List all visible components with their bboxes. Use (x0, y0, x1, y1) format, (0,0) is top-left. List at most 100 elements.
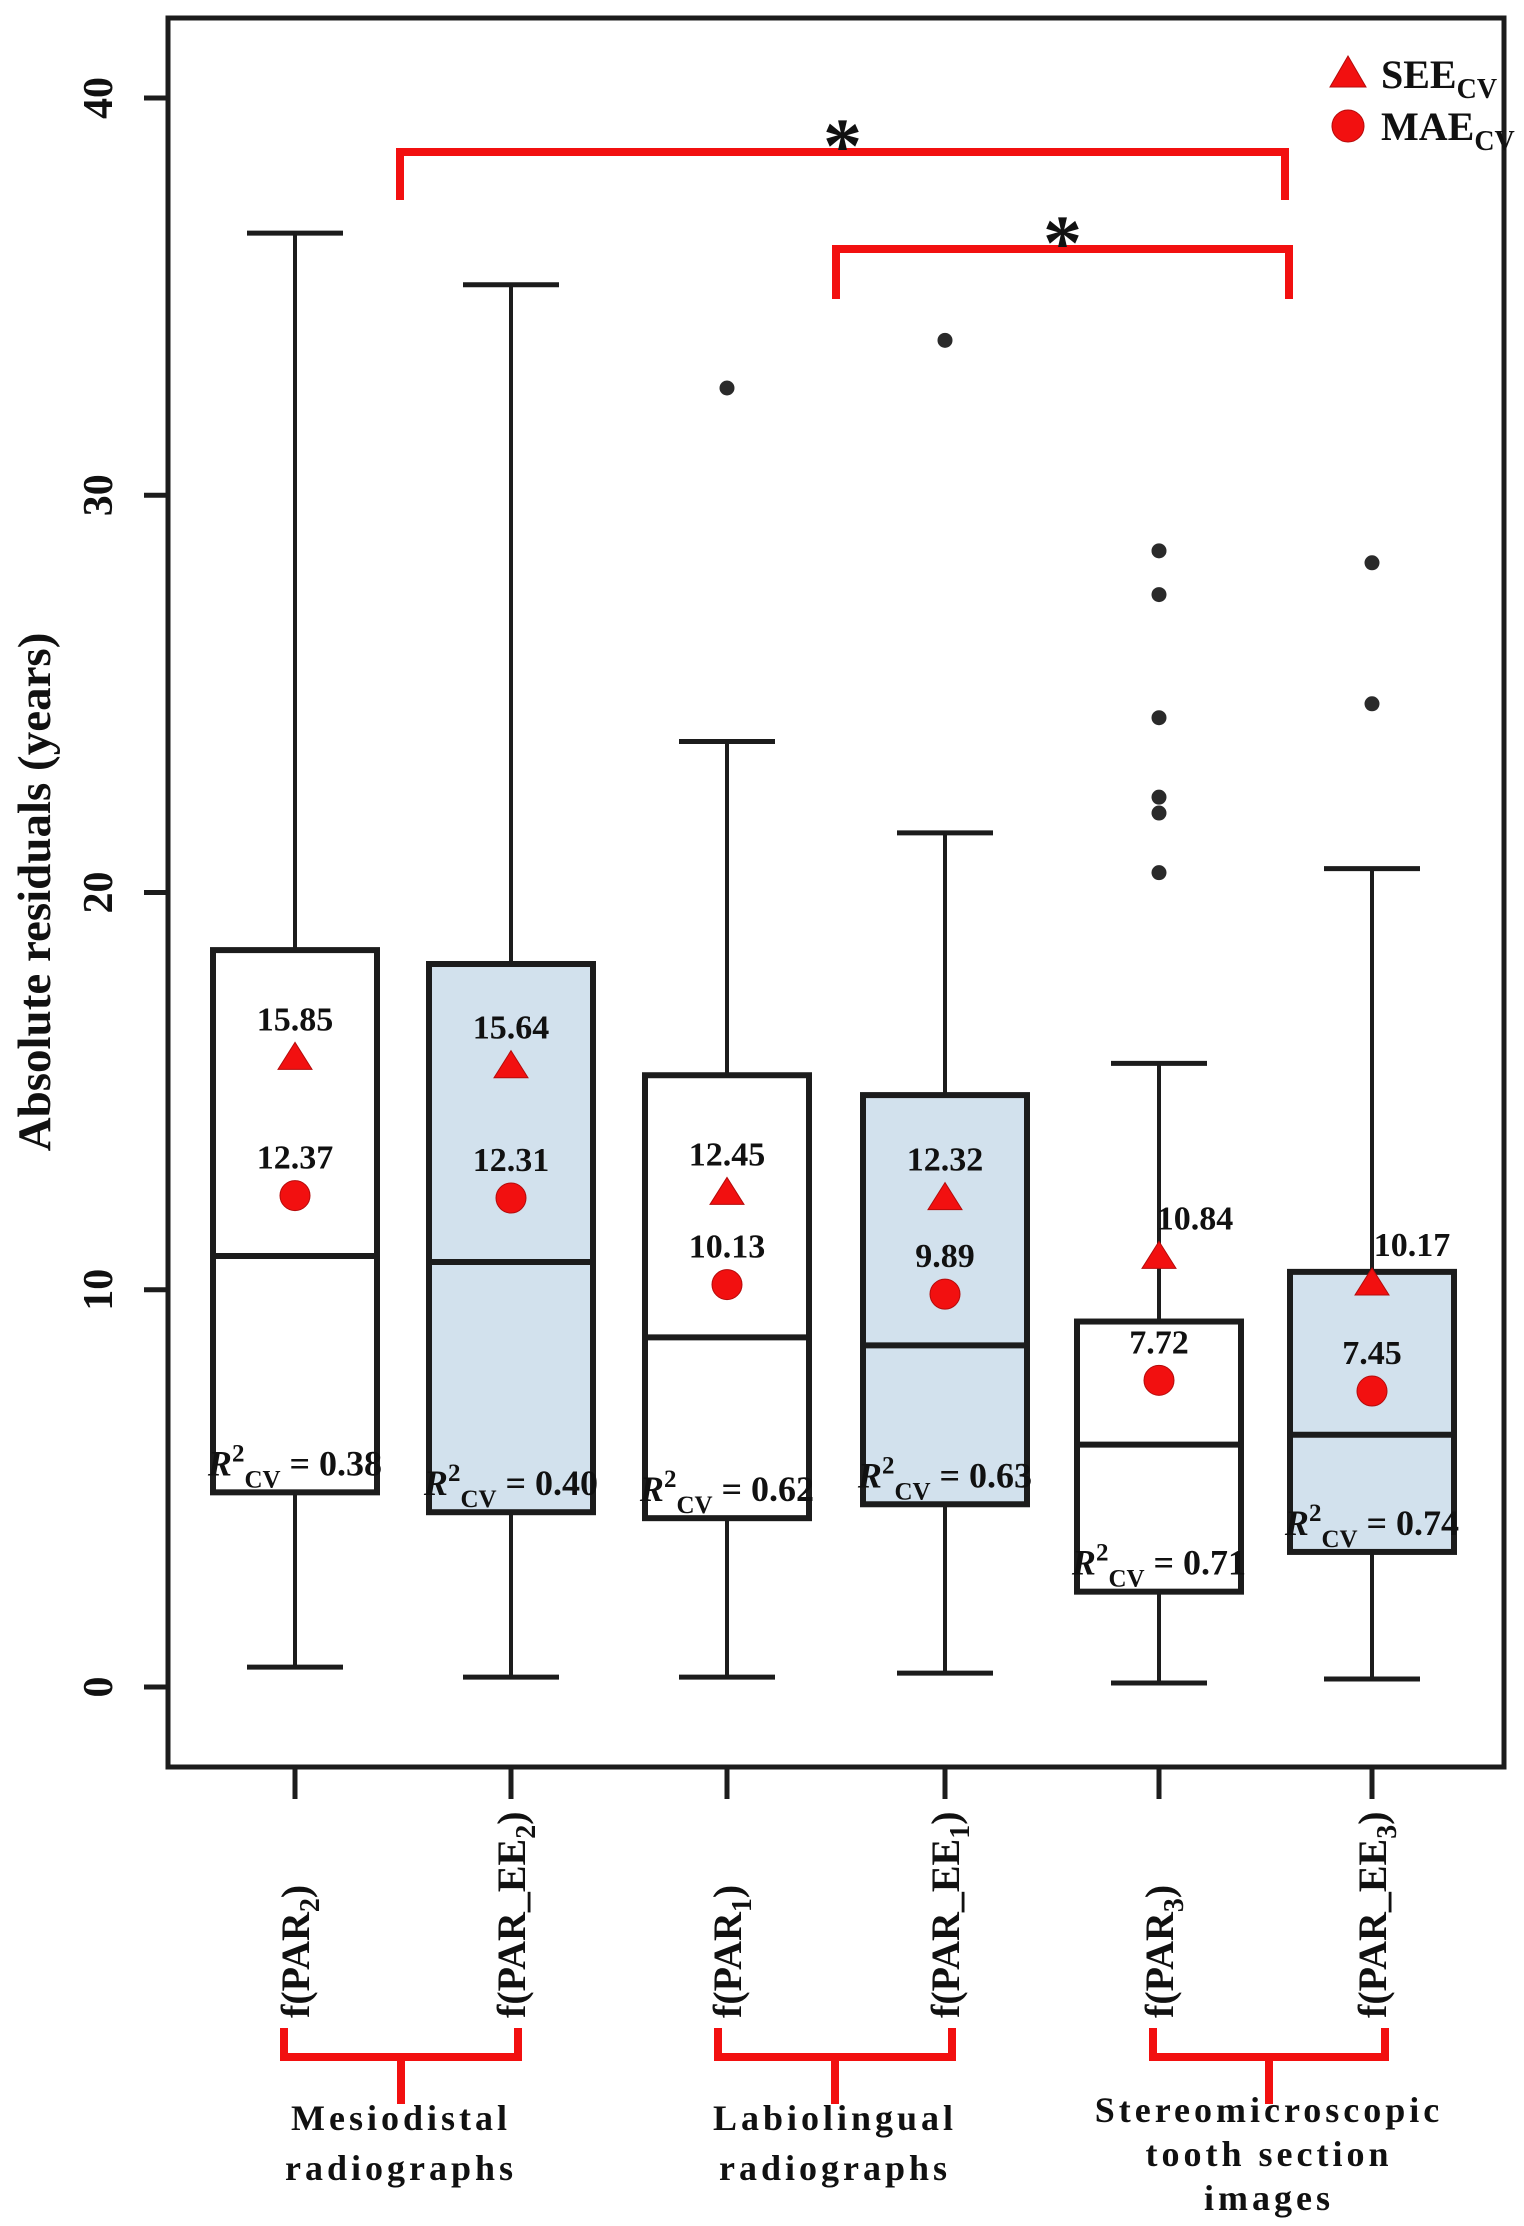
x-axis: f(PAR2) f(PAR_EE2)f(PAR1) f(PAR_EE1)f(PAR3… (273, 1767, 1403, 2018)
r2-cv-label: R2CV = 0.38 (207, 1440, 382, 1493)
r2-base: R (207, 1443, 232, 1483)
r2-sub: CV (676, 1492, 712, 1519)
see-value-label: 12.45 (689, 1136, 766, 1173)
outlier-dot (1151, 587, 1167, 603)
r2-cv-label: R2CV = 0.71 (1071, 1540, 1246, 1593)
category-text: ) (273, 1885, 318, 1898)
see-value-label: 15.85 (257, 1001, 334, 1038)
r2-cv-label: R2CV = 0.63 (857, 1452, 1032, 1505)
group-label-line: radiographs (719, 2148, 951, 2188)
r2-sup: 2 (1096, 1540, 1109, 1567)
outlier-dot (937, 332, 953, 348)
see-marker-triangle (927, 1181, 963, 1211)
outlier-dot (1364, 696, 1380, 712)
y-tick-label: 40 (76, 77, 122, 119)
mae-value-label: 12.31 (473, 1142, 550, 1179)
x-tick-label: f(PAR1) (705, 1885, 758, 2018)
r2-sup: 2 (882, 1452, 895, 1479)
y-tick-label: 0 (76, 1677, 122, 1698)
category-text: ) (923, 1811, 968, 1824)
x-tick-label: f(PAR_EE3) (1350, 1811, 1403, 2018)
mae-circle-icon (1331, 109, 1365, 143)
category-text: f(PAR_EE (923, 1839, 968, 2018)
group-label-line: Stereomicroscopic (1095, 2090, 1444, 2130)
boxplot-box-group: 10.17 7.45 R2CV = 0.74 (1284, 555, 1459, 1682)
r2-base: R (857, 1455, 882, 1495)
x-tick-label: f(PAR_EE1) (923, 1811, 976, 2018)
r2-sub: CV (894, 1478, 930, 1505)
r2-sup: 2 (664, 1466, 677, 1493)
iqr-box (1287, 1268, 1457, 1555)
y-tick-label: 30 (76, 474, 122, 516)
boxplot-box-group: 12.45 10.13 R2CV = 0.62 (639, 380, 814, 1680)
see-value-label: 15.64 (473, 1010, 550, 1047)
group-bracket (280, 2028, 522, 2061)
category-text: ) (1137, 1885, 1182, 1898)
r2-value: = 0.40 (497, 1463, 599, 1503)
r2-base: R (639, 1469, 664, 1509)
significance-asterisk: * (1043, 199, 1082, 286)
category-text: f(PAR (1137, 1911, 1182, 2018)
group-label-line: Mesiodistal (291, 2098, 511, 2138)
r2-value: = 0.62 (713, 1469, 815, 1509)
mae-marker-circle (929, 1278, 961, 1310)
r2-sub: CV (244, 1466, 280, 1493)
outlier-dot (1151, 865, 1167, 881)
y-axis: 0 10 20 30 40 (76, 77, 168, 1698)
r2-sup: 2 (232, 1440, 245, 1467)
mae-marker-circle (1143, 1364, 1175, 1396)
category-text: f(PAR (705, 1911, 750, 2018)
y-axis-title: Absolute residuals (years) (9, 633, 61, 1152)
see-value-label: 10.84 (1157, 1200, 1234, 1237)
x-tick-label: f(PAR_EE2) (489, 1811, 542, 2018)
legend: SEECV MAECV (1329, 52, 1515, 157)
r2-cv-label: R2CV = 0.40 (423, 1460, 598, 1513)
see-marker-triangle (709, 1176, 745, 1205)
group-label-line: images (1204, 2178, 1334, 2218)
r2-value: = 0.74 (1358, 1503, 1460, 1543)
category-subscript: 1 (945, 1825, 976, 1839)
mae-value-label: 7.45 (1342, 1335, 1402, 1372)
category-text: f(PAR_EE (1350, 1839, 1395, 2018)
r2-sup: 2 (1309, 1500, 1322, 1527)
mae-value-label: 7.72 (1129, 1324, 1189, 1361)
outlier-dot (1151, 543, 1167, 559)
iqr-box (210, 947, 380, 1496)
category-text: ) (489, 1811, 534, 1824)
boxplot-box-group: 15.85 12.37 R2CV = 0.38 (207, 230, 382, 1670)
boxplot-box-group: 15.64 12.31 R2CV = 0.40 (423, 282, 598, 1680)
r2-cv-label: R2CV = 0.74 (1284, 1500, 1459, 1553)
boxplot-box-group: 10.84 7.72 R2CV = 0.71 (1071, 543, 1246, 1686)
category-subscript: 3 (1372, 1825, 1403, 1839)
outlier-dot (1151, 805, 1167, 821)
y-tick-label: 10 (76, 1269, 122, 1311)
see-value-label: 12.32 (907, 1142, 984, 1179)
r2-base: R (1284, 1503, 1309, 1543)
group-label-line: tooth section (1146, 2134, 1393, 2174)
mae-marker-circle (711, 1269, 743, 1301)
legend-see-label: SEECV (1381, 52, 1497, 105)
outlier-dot (1151, 710, 1167, 726)
significance-asterisk: * (823, 102, 862, 189)
see-marker-triangle (1354, 1267, 1390, 1296)
r2-cv-label: R2CV = 0.62 (639, 1466, 814, 1519)
significance-bracket (396, 148, 1289, 200)
category-subscript: 2 (511, 1825, 542, 1839)
r2-sub: CV (1321, 1526, 1357, 1553)
significance-brackets: ** (396, 102, 1293, 299)
r2-sup: 2 (448, 1460, 461, 1487)
outlier-dot (1364, 555, 1380, 571)
category-subscript: 2 (295, 1898, 326, 1912)
r2-base: R (1071, 1543, 1096, 1583)
category-groups: Mesiodistal radiographs Labiolingual radiog… (280, 2028, 1444, 2218)
mae-marker-circle (495, 1182, 527, 1214)
r2-value: = 0.38 (281, 1443, 383, 1483)
outlier-dot (1151, 789, 1167, 805)
mae-value-label: 10.13 (689, 1229, 766, 1266)
r2-sub: CV (460, 1486, 496, 1513)
x-tick-label: f(PAR3) (1137, 1885, 1190, 2018)
group-label-line: Labiolingual (713, 2098, 957, 2138)
r2-base: R (423, 1463, 448, 1503)
